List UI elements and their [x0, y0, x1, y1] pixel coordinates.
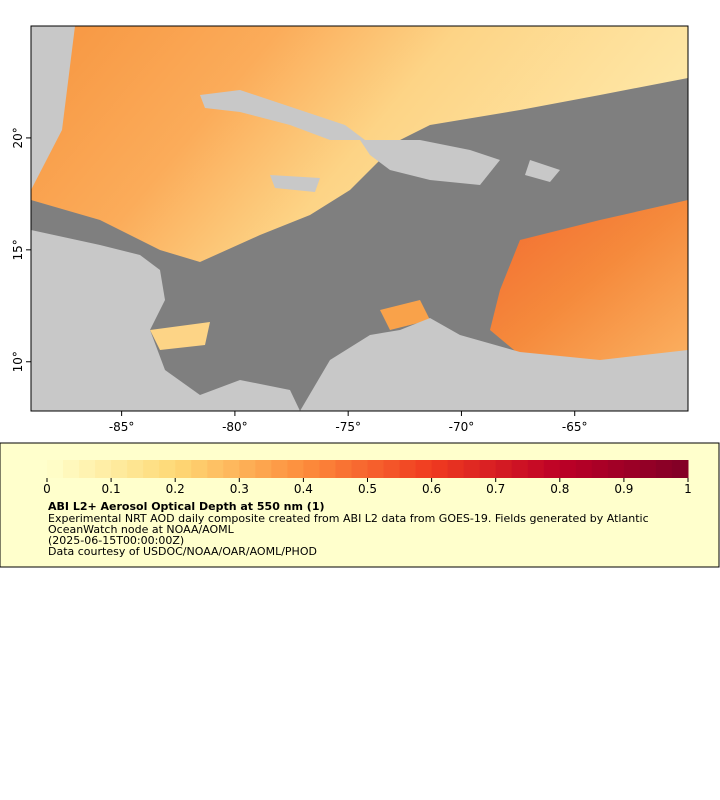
- land-south-america: [300, 318, 688, 411]
- colorbar-step: [191, 460, 208, 478]
- map-frame: [30, 25, 689, 412]
- colorbar-step: [591, 460, 609, 478]
- colorbar-step: [671, 460, 689, 478]
- colorbar-step: [367, 460, 385, 478]
- colorbar-step: [607, 460, 625, 478]
- colorbar-step: [239, 460, 256, 478]
- colorbar-step: [431, 460, 449, 478]
- colorbar-step: [335, 460, 352, 478]
- colorbar-step: [287, 460, 304, 478]
- colorbar-step: [47, 460, 64, 478]
- colorbar-tick-label: 0.1: [102, 482, 121, 496]
- colorbar-step: [255, 460, 272, 478]
- colorbar-step: [175, 460, 192, 478]
- colorbar-tick-label: 1: [684, 482, 692, 496]
- colorbar: 0 0.1 0.2 0.3 0.4 0.5 0.6 0.7 0.8 0.9 1: [43, 460, 692, 496]
- x-tick-label: -85°: [109, 420, 135, 434]
- colorbar-step: [479, 460, 497, 478]
- colorbar-step: [271, 460, 288, 478]
- colorbar-tick-label: 0.6: [422, 482, 441, 496]
- colorbar-step: [527, 460, 545, 478]
- legend-description: Experimental NRT AOD daily composite cre…: [48, 512, 649, 536]
- map-layers: [31, 26, 688, 411]
- colorbar-tick-label: 0.8: [550, 482, 569, 496]
- land-cuba: [200, 90, 365, 140]
- y-tick-label: 20°: [11, 127, 25, 148]
- colorbar-step: [351, 460, 368, 478]
- colorbar-step: [463, 460, 481, 478]
- colorbar-step: [127, 460, 144, 478]
- colorbar-step: [623, 460, 641, 478]
- aerosol-north: [31, 26, 688, 262]
- land-hispaniola: [360, 140, 500, 185]
- colorbar-step: [143, 460, 160, 478]
- colorbar-tick-label: 0: [43, 482, 51, 496]
- x-tick-label: -70°: [449, 420, 475, 434]
- colorbar-step: [447, 460, 465, 478]
- x-tick-label: -65°: [562, 420, 588, 434]
- y-tick-label: 15°: [11, 239, 25, 260]
- colorbar-tick-label: 0.9: [614, 482, 633, 496]
- colorbar-step: [495, 460, 513, 478]
- colorbar-step: [511, 460, 529, 478]
- colorbar-step: [655, 460, 673, 478]
- aerosol-patch: [380, 300, 430, 330]
- colorbar-step: [159, 460, 176, 478]
- colorbar-step: [399, 460, 417, 478]
- x-tick-label: -80°: [222, 420, 248, 434]
- colorbar-step: [415, 460, 433, 478]
- colorbar-step: [303, 460, 320, 478]
- aerosol-east: [490, 200, 688, 362]
- colorbar-step: [95, 460, 112, 478]
- legend-credit: Data courtesy of USDOC/NOAA/OAR/AOML/PHO…: [48, 545, 317, 558]
- land-puerto-rico: [525, 160, 560, 182]
- colorbar-step: [639, 460, 657, 478]
- land-central-america: [31, 230, 300, 411]
- colorbar-tick-label: 0.3: [230, 482, 249, 496]
- y-tick-label: 10°: [11, 351, 25, 372]
- land-jamaica: [270, 175, 320, 192]
- aerosol-patch: [150, 322, 210, 350]
- colorbar-step: [543, 460, 561, 478]
- legend-time: (2025-06-15T00:00:00Z): [48, 534, 185, 547]
- colorbar-step: [223, 460, 240, 478]
- colorbar-step: [63, 460, 80, 478]
- colorbar-tick-label: 0.5: [358, 482, 377, 496]
- legend-title: ABI L2+ Aerosol Optical Depth at 550 nm …: [48, 500, 325, 513]
- land-yucatan: [31, 26, 75, 190]
- x-tick-label: -75°: [335, 420, 361, 434]
- colorbar-step: [559, 460, 577, 478]
- colorbar-tick-label: 0.4: [294, 482, 313, 496]
- colorbar-step: [111, 460, 128, 478]
- colorbar-step: [575, 460, 593, 478]
- colorbar-tick-label: 0.2: [166, 482, 185, 496]
- colorbar-step: [319, 460, 336, 478]
- colorbar-step: [383, 460, 401, 478]
- colorbar-tick-label: 0.7: [486, 482, 505, 496]
- colorbar-step: [79, 460, 96, 478]
- colorbar-step: [207, 460, 224, 478]
